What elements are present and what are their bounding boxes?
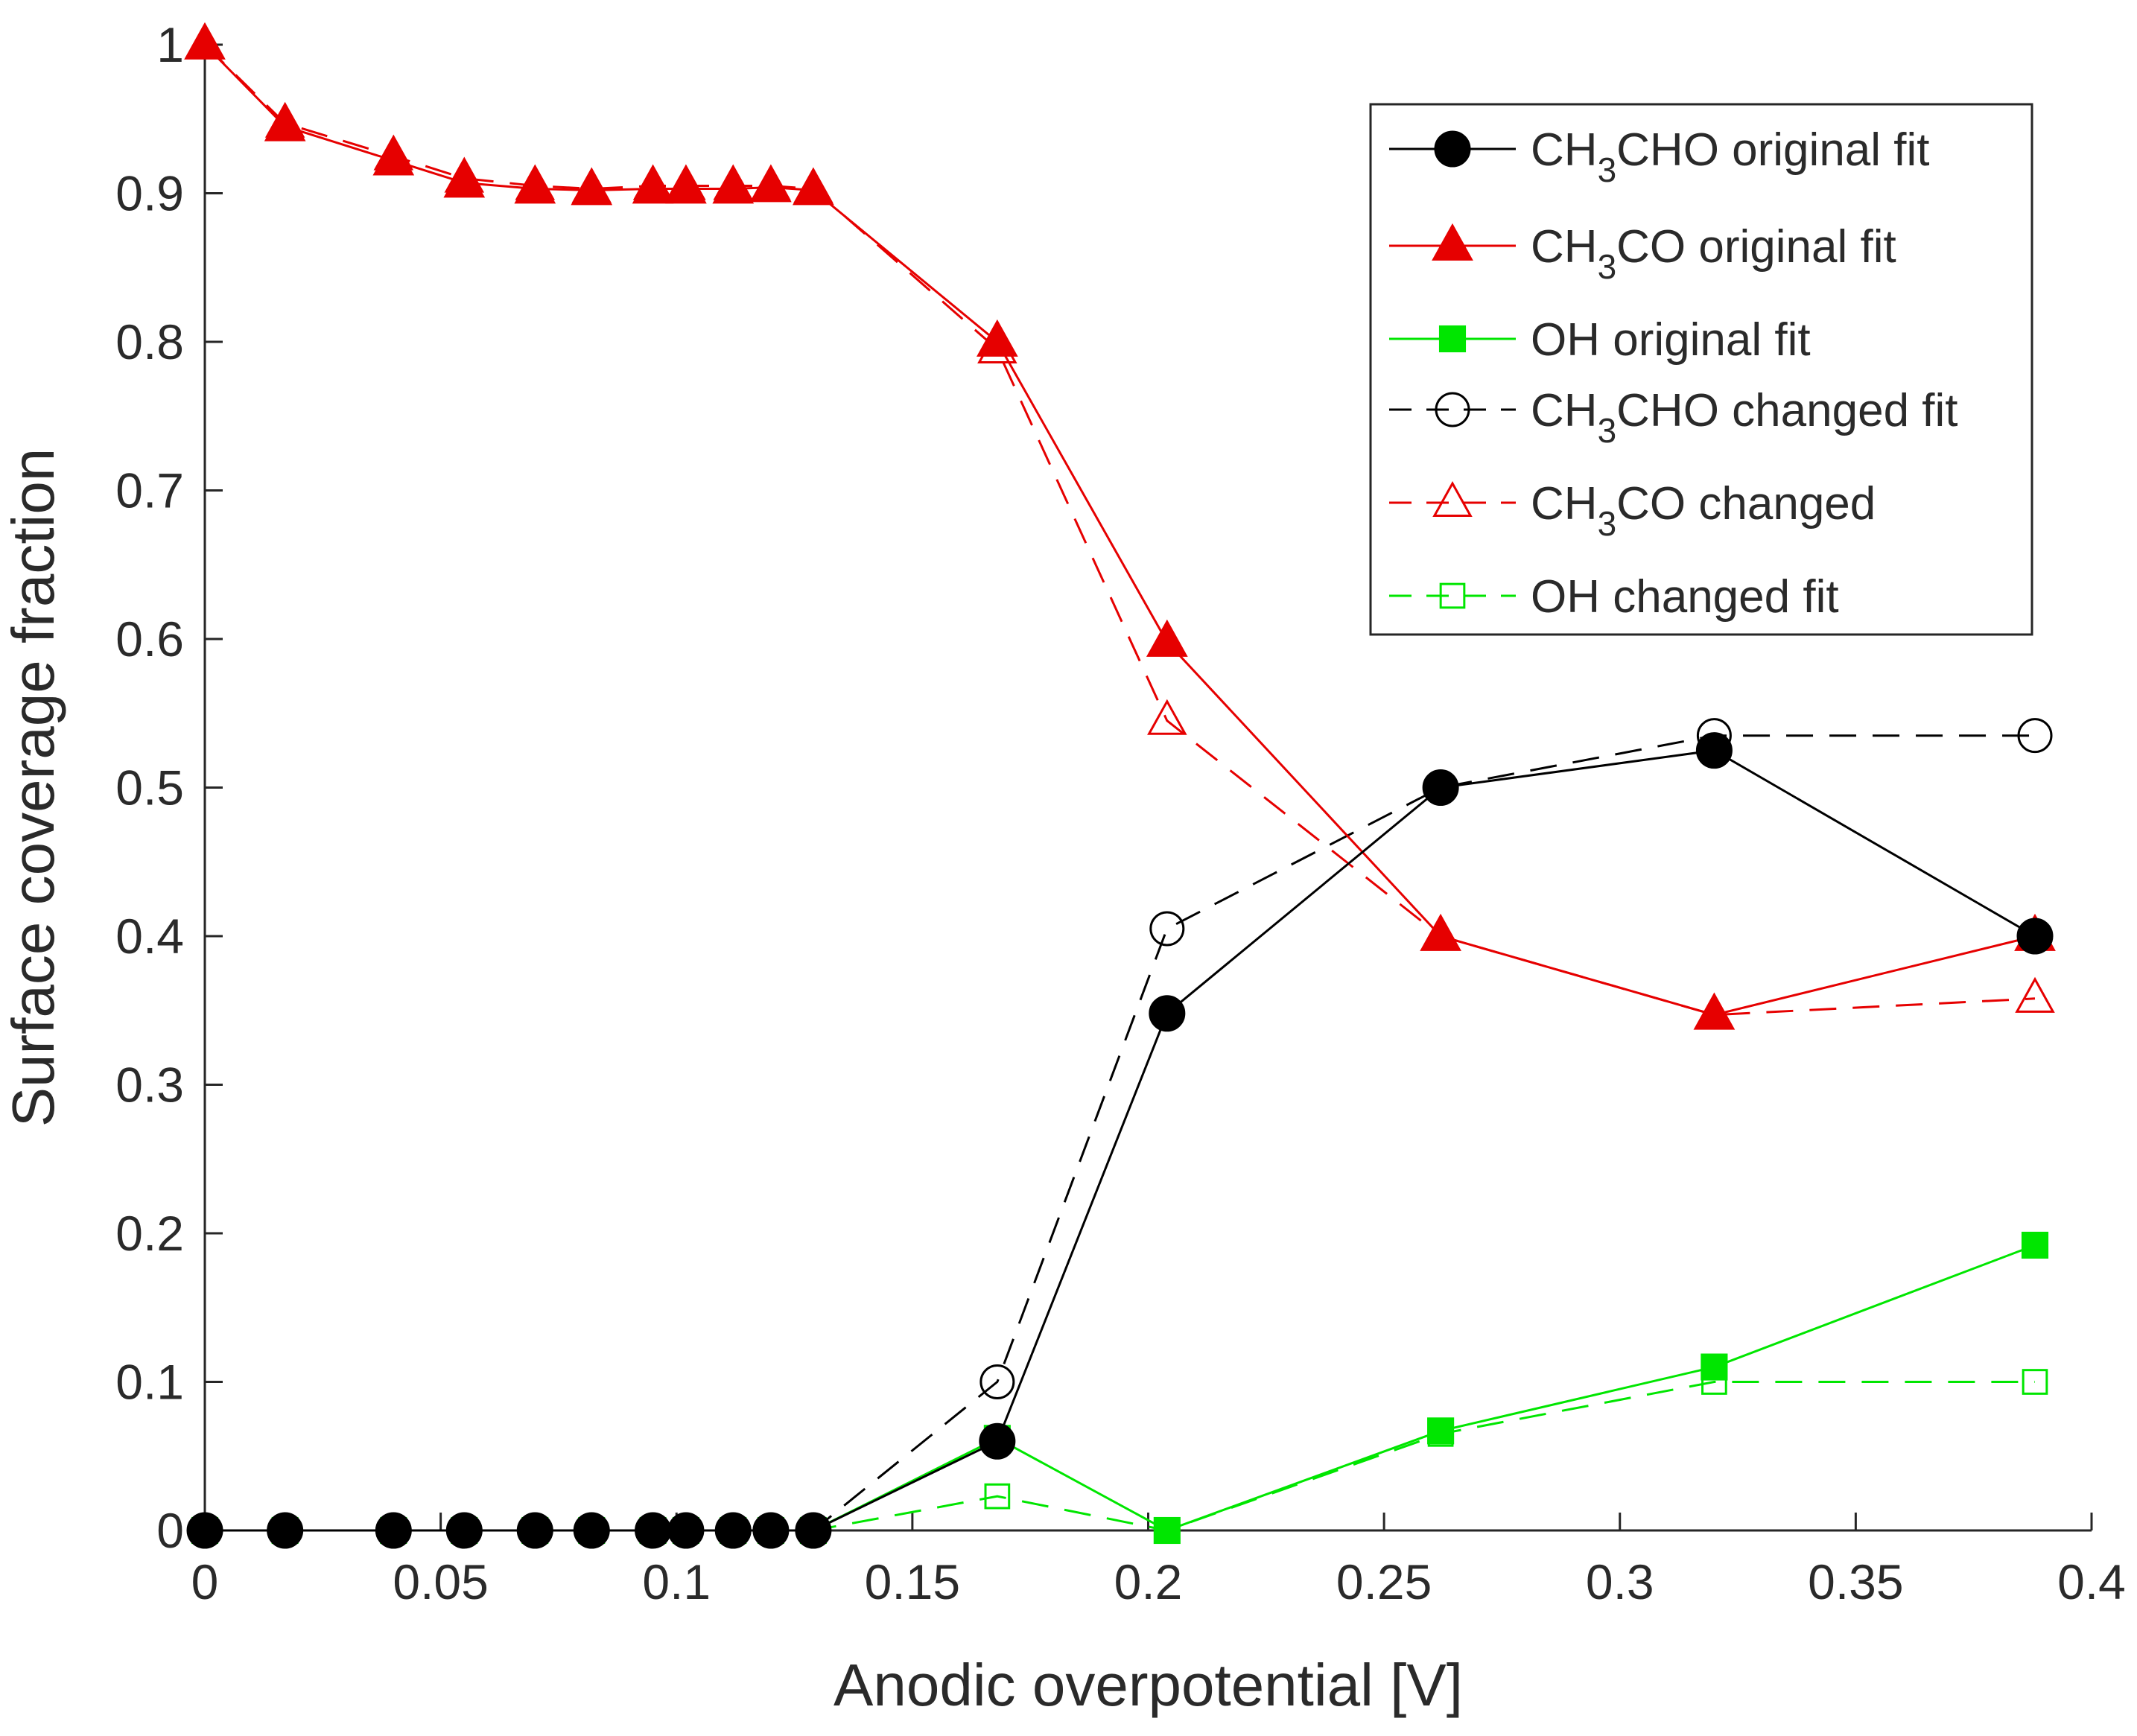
data-point	[445, 1512, 483, 1549]
y-tick-label: 0.8	[115, 314, 184, 369]
legend-marker	[1432, 481, 1473, 518]
data-point	[979, 1422, 1016, 1460]
data-point	[632, 166, 674, 204]
x-tick-label: 0.05	[393, 1554, 488, 1609]
x-tick-label: 0.4	[2057, 1554, 2126, 1609]
y-tick-label: 0.6	[115, 611, 184, 667]
data-point	[1147, 699, 1187, 735]
data-point	[1422, 769, 1459, 806]
data-point	[712, 166, 755, 204]
legend-marker	[1432, 223, 1473, 261]
data-point	[750, 165, 792, 203]
y-tick-label: 1	[156, 17, 184, 72]
data-point	[2022, 1369, 2048, 1395]
y-tick-label: 0.7	[115, 463, 184, 518]
legend-marker	[1435, 392, 1470, 427]
axes: 0 0.05 0.1 0.15 0.2 0.25 0.3 0.35 0.4 0 0.1 0.2 0.3 0…	[115, 17, 2126, 1609]
x-tick-label: 0	[191, 1554, 219, 1609]
y-tick-label: 0.5	[115, 760, 184, 815]
y-tick-label: 0	[156, 1503, 184, 1558]
x-tick-label: 0.25	[1336, 1554, 1432, 1609]
data-point	[752, 1512, 790, 1549]
x-tick-label: 0.3	[1586, 1554, 1654, 1609]
data-point	[1701, 1353, 1728, 1381]
legend-label: CH3CHO changed fit	[1531, 385, 1958, 450]
data-point	[184, 22, 226, 60]
legend-marker	[1439, 582, 1466, 609]
series-line	[203, 43, 2036, 1017]
data-point	[372, 138, 415, 176]
y-tick-label: 0.9	[115, 166, 184, 221]
y-tick-label: 0.2	[115, 1206, 184, 1261]
legend-label: CH3CO changed	[1531, 478, 1876, 543]
legend-label: OH changed fit	[1531, 571, 1839, 623]
data-point	[1153, 1516, 1181, 1545]
data-point	[665, 166, 707, 204]
y-tick-label: 0.3	[115, 1058, 184, 1113]
series-ch3cho-original-fit	[186, 732, 2054, 1549]
data-point	[264, 104, 306, 142]
legend: CH3CHO original fit CH3CO original fit OH …	[1369, 103, 2033, 636]
data-point	[667, 1512, 705, 1549]
data-point	[443, 160, 486, 198]
x-tick-label: 0.1	[642, 1554, 711, 1609]
data-point	[186, 1512, 223, 1549]
data-point	[516, 1512, 553, 1549]
data-point	[2015, 976, 2055, 1013]
legend-label: CH3CO original fit	[1531, 221, 1896, 286]
data-point	[571, 168, 613, 206]
x-tick-label: 0.2	[1114, 1554, 1183, 1609]
legend-label: OH original fit	[1531, 314, 1811, 366]
data-point	[635, 1512, 672, 1549]
data-point	[2021, 1231, 2049, 1259]
legend-marker	[1434, 130, 1471, 168]
y-tick-label: 0.4	[115, 909, 184, 964]
data-point	[1146, 619, 1188, 657]
data-point	[1427, 1417, 1455, 1445]
legend-item: CH3CO original fit	[1389, 221, 1896, 286]
x-axis-label: Anodic overpotential [V]	[833, 1652, 1463, 1718]
legend-item: CH3CHO changed fit	[1389, 385, 1958, 450]
data-point	[573, 1512, 610, 1549]
series-line	[205, 749, 2036, 1532]
x-tick-label: 0.15	[865, 1554, 960, 1609]
data-point	[714, 1512, 752, 1549]
data-point	[2017, 718, 2053, 754]
data-point	[795, 1512, 832, 1549]
legend-label: CH3CHO original fit	[1531, 124, 1930, 189]
data-point	[2016, 918, 2054, 955]
data-point	[1695, 732, 1733, 769]
legend-item: OH changed fit	[1389, 571, 1839, 623]
legend-item: CH3CO changed	[1389, 478, 1876, 543]
data-point	[514, 166, 556, 204]
series-group	[184, 22, 2056, 1549]
data-point	[1420, 913, 1461, 951]
data-point	[984, 1483, 1011, 1510]
data-point	[1149, 911, 1185, 947]
legend-box	[1369, 103, 2033, 636]
legend-marker	[1438, 325, 1467, 353]
data-point	[1149, 995, 1186, 1032]
legend-item: CH3CHO original fit	[1389, 124, 1930, 189]
series-line	[203, 43, 2036, 1017]
data-point	[977, 319, 1018, 357]
data-point	[1693, 992, 1736, 1030]
data-point	[979, 1364, 1015, 1399]
x-tick-label: 0.35	[1808, 1554, 1903, 1609]
data-point	[375, 1512, 412, 1549]
data-point	[267, 1512, 304, 1549]
legend-item: OH original fit	[1389, 314, 1811, 366]
data-point	[793, 168, 834, 206]
y-tick-label: 0.1	[115, 1355, 184, 1410]
y-axis-label: Surface coverage fraction	[0, 448, 66, 1128]
